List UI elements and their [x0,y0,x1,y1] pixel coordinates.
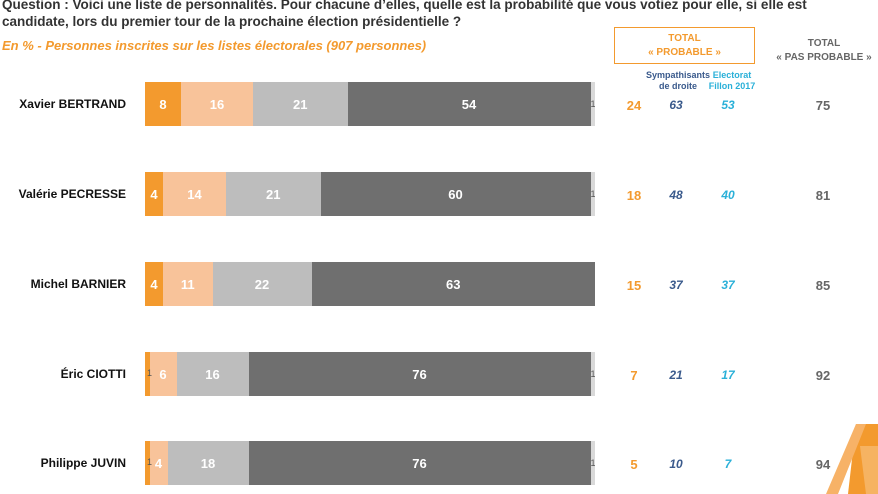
segment-value-label: 76 [412,455,427,471]
segment-value-label: 11 [180,276,195,292]
bar-segment-5: 1 [590,82,596,126]
segment-value-label: 16 [205,366,220,382]
sympathisants-value: 21 [669,368,683,382]
electorat-value: 37 [721,278,735,292]
bar-segment-2: 11 [163,262,213,306]
bar-segment-2: 6 [149,352,177,396]
bar-segment-3: 21 [253,82,348,126]
segment-value-label: 6 [159,366,167,382]
bar-segment-1: 8 [145,82,181,126]
total-pas-probable-value: 75 [815,98,831,113]
segment-value-label: 76 [412,366,427,382]
electorat-line2: Fillon 2017 [708,81,756,91]
total-probable-header: TOTAL « PROBABLE » [614,27,755,64]
bar-segment-2: 14 [163,172,226,216]
total-probable-value: 7 [630,368,638,383]
total-probable-value: 5 [630,457,638,472]
total-pas-probable-value: 94 [815,457,831,472]
total-pas-probable-value: 85 [815,278,831,293]
sympathisants-line1: Sympathisants [646,70,711,80]
total-pas-probable-value: 81 [815,188,831,203]
small-value-label: 1 [147,368,153,378]
total-pas-probable-header: TOTAL « PAS PROBABLE » [770,37,878,65]
electorat-value: 40 [721,188,735,202]
sympathisants-line2: de droite [658,81,697,91]
bar-segment-3: 22 [212,262,312,306]
segment-value-label: 14 [187,186,202,202]
bar-segment-1: 4 [145,262,163,306]
total-pas-probable-value: 92 [815,368,831,383]
segment-value-label: 54 [461,96,477,112]
segment-value-label: 63 [446,276,461,292]
bar-segment-1 [145,441,150,485]
total-probable-value: 24 [626,98,642,113]
total-pas-line1: TOTAL [807,38,841,49]
total-probable-line1: TOTAL [668,33,701,44]
bar-segment-4: 76 [248,441,591,485]
sympathisants-header: Sympathisants de droite [646,70,710,92]
brand-logo-icon [826,424,878,494]
bar-segment-4: 54 [347,82,591,126]
segment-value-label: 8 [159,96,167,112]
total-pas-line2: « PAS PROBABLE » [776,52,872,63]
bar-segment-5: 1 [590,352,596,396]
segment-value-label: 4 [150,276,158,292]
bar-segment-4: 76 [248,352,591,396]
bar-segment-3: 18 [167,441,249,485]
total-probable-line2: « PROBABLE » [648,47,721,58]
question-text: Question : Voici une liste de personnali… [2,0,807,29]
segment-value-label: 4 [150,186,158,202]
electorat-value: 53 [721,98,735,112]
segment-value-label: 1 [590,369,596,379]
sympathisants-value: 48 [669,188,683,202]
bar-segment-3: 21 [226,172,321,216]
bar-segment-4: 63 [311,262,595,306]
bar-segment-2: 16 [181,82,253,126]
bar-segment-2: 4 [149,441,168,485]
bar-segment-4: 60 [320,172,591,216]
segment-value-label: 1 [590,189,596,199]
sympathisants-value: 10 [669,457,683,471]
sympathisants-value: 63 [669,98,683,112]
segment-value-label: 21 [266,186,281,202]
electorat-line1: Electorat [712,70,752,80]
category-label: Xavier BERTRAND [19,97,126,111]
small-value-label: 1 [147,457,153,467]
segment-value-label: 1 [590,99,596,109]
bar-segment-5: 1 [590,172,596,216]
segment-value-label: 18 [200,455,216,471]
bar-segment-1 [145,352,150,396]
subtitle: En % - Personnes inscrites sur les liste… [2,38,427,53]
category-label: Valérie PECRESSE [18,187,126,201]
segment-value-label: 4 [154,455,163,471]
segment-value-label: 16 [209,96,225,112]
total-probable-value: 15 [626,278,642,293]
category-label: Éric CIOTTI [60,367,126,381]
bar-segment-1: 4 [145,172,163,216]
electorat-header: Electorat Fillon 2017 [704,70,760,92]
bar-segment-5: 1 [590,441,596,485]
segment-value-label: 60 [448,186,463,202]
segment-value-label: 22 [254,276,270,292]
bar-segment-3: 16 [176,352,249,396]
category-label: Michel BARNIER [30,277,126,291]
category-label: Philippe JUVIN [40,456,126,470]
segment-value-label: 21 [293,96,308,112]
electorat-value: 7 [724,457,732,471]
sympathisants-value: 37 [669,278,683,292]
electorat-value: 17 [721,368,735,382]
segment-value-label: 1 [590,458,596,468]
total-probable-value: 18 [626,188,642,203]
